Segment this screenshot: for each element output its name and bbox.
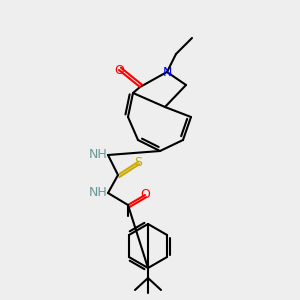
- Text: O: O: [114, 64, 124, 76]
- Text: NH: NH: [89, 148, 108, 161]
- Text: S: S: [134, 155, 142, 169]
- Text: O: O: [140, 188, 150, 202]
- Text: NH: NH: [89, 187, 108, 200]
- Text: N: N: [162, 65, 172, 79]
